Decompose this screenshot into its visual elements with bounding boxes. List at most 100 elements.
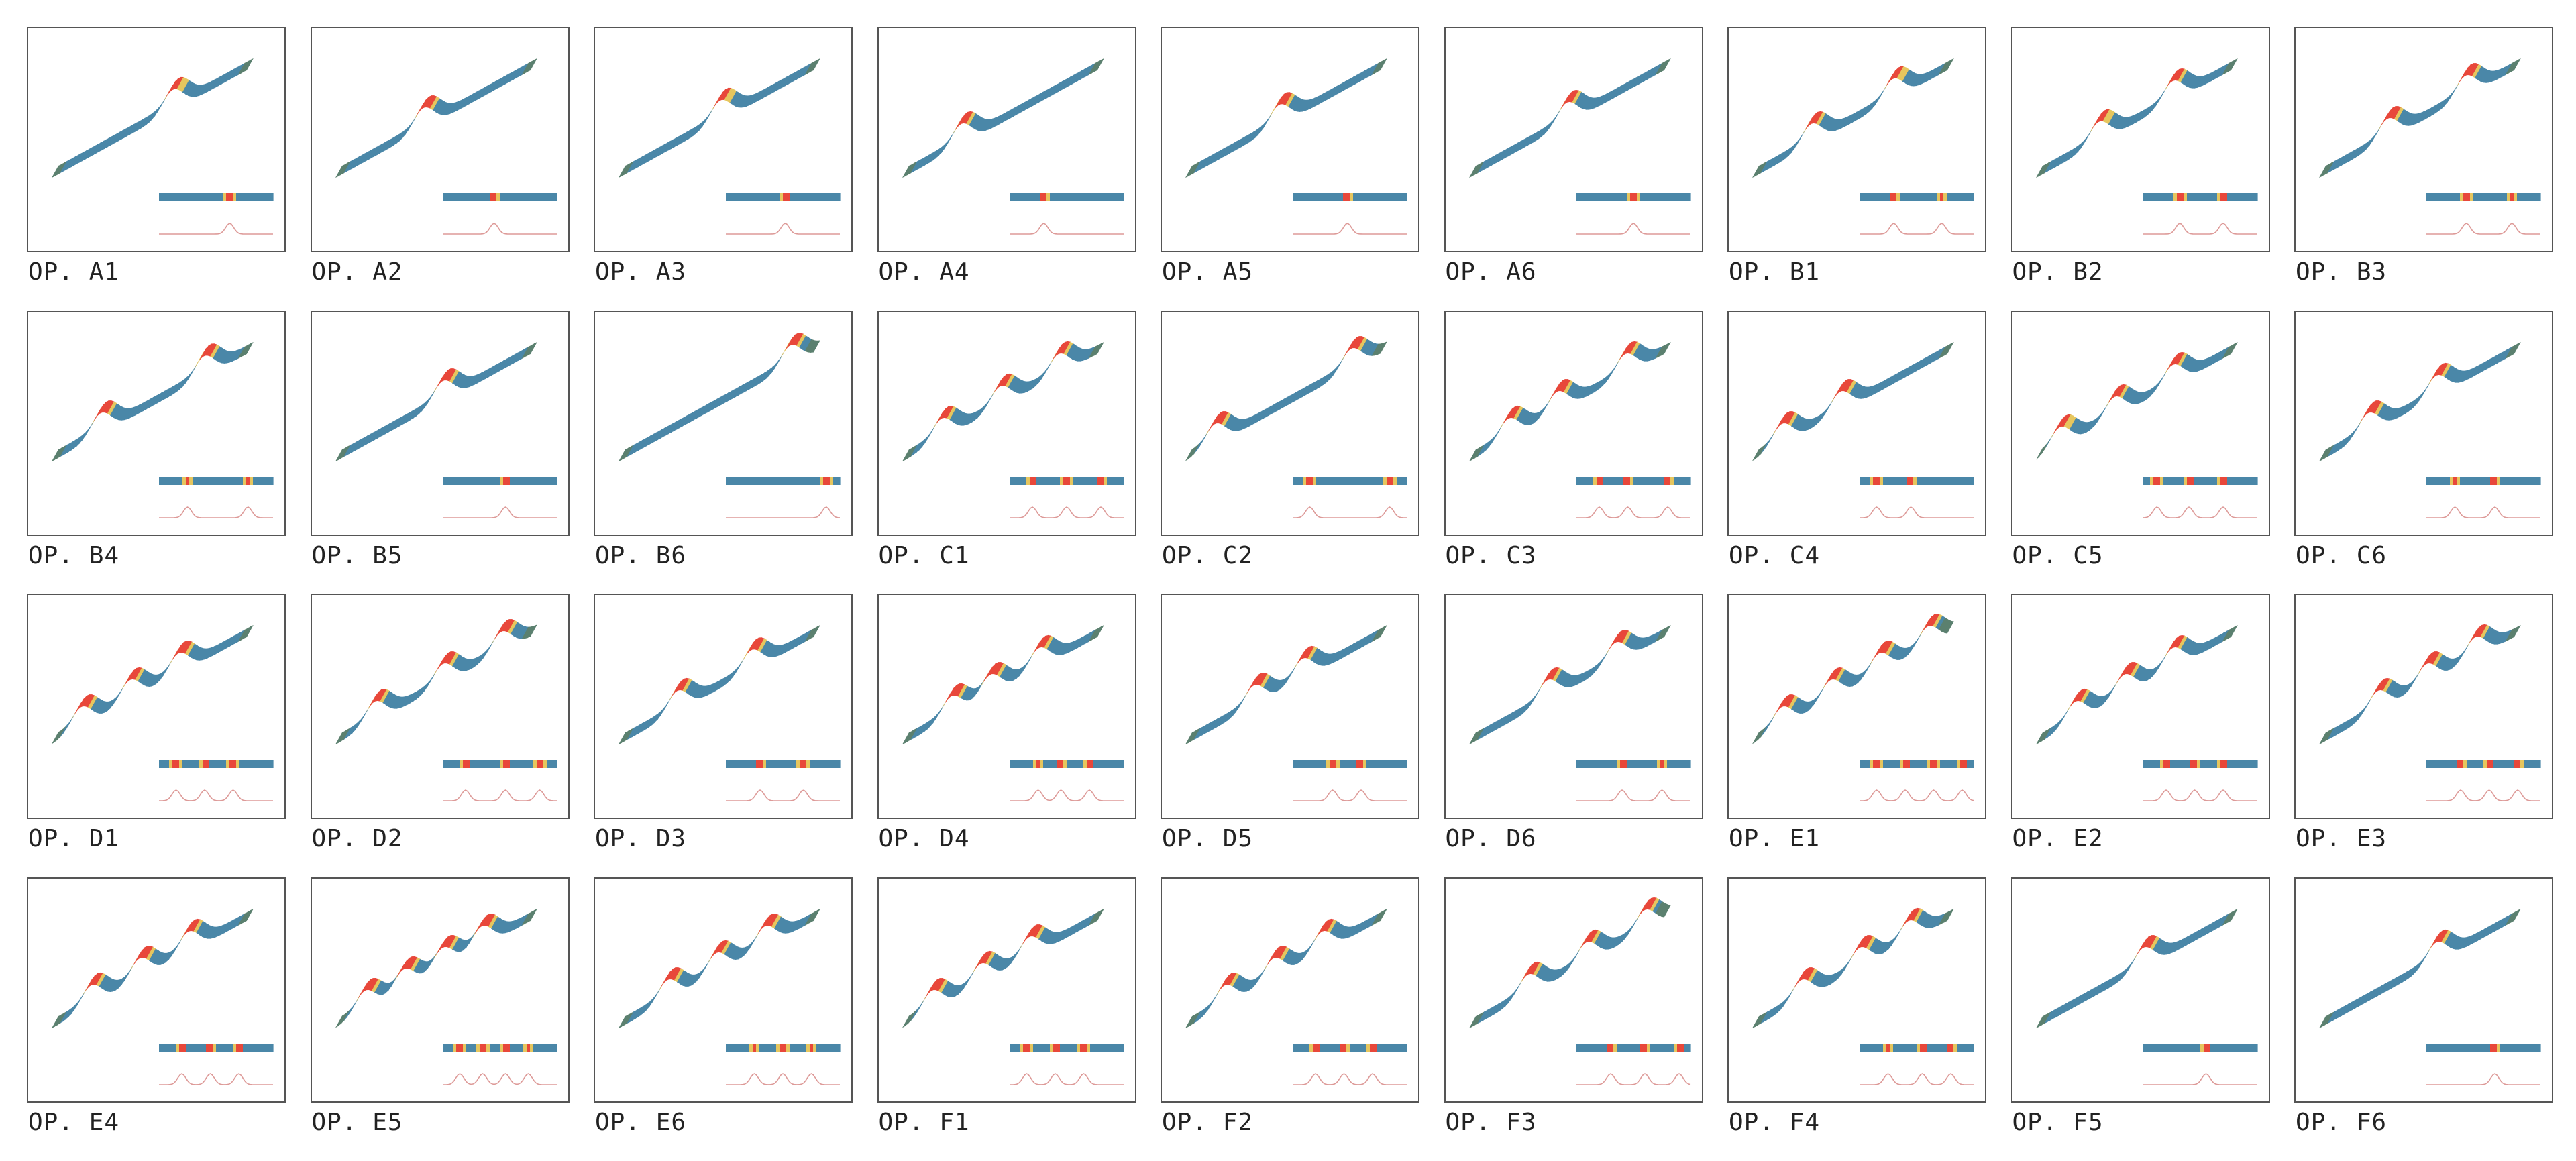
ribbon-segment <box>1529 130 1540 144</box>
flat-strip-segment <box>1950 1043 1954 1052</box>
ribbon-segment <box>191 918 201 932</box>
flat-strip-segment <box>526 760 531 768</box>
ribbon-segment <box>952 409 963 424</box>
ribbon-segment <box>376 141 387 155</box>
ribbon-segment <box>1488 153 1499 167</box>
ribbon-segment <box>182 641 193 654</box>
ribbon-segment <box>2199 73 2210 87</box>
ribbon-segment <box>671 135 682 149</box>
ribbon-segment <box>1894 66 1904 78</box>
flat-strip-segment <box>2426 760 2430 768</box>
ribbon-segment <box>132 119 143 133</box>
ribbon-segment <box>1941 60 1951 74</box>
flat-strip-segment <box>1106 1043 1111 1052</box>
flat-strip-segment <box>1880 1043 1884 1052</box>
flat-strip-segment <box>509 760 514 768</box>
flat-strip-segment <box>1340 1043 1344 1052</box>
ribbon-segment <box>1491 152 1501 166</box>
ribbon-segment <box>1085 62 1095 77</box>
ribbon-segment <box>2327 1009 2338 1024</box>
flat-strip-segment <box>2493 476 2498 485</box>
ribbon-segment <box>240 909 251 924</box>
flat-strip-segment <box>1120 193 1124 201</box>
flat-strip-segment <box>2186 476 2191 485</box>
flat-strip-segment <box>1356 1043 1360 1052</box>
ribbon-segment <box>496 358 506 372</box>
ribbon-segment <box>1655 628 1666 642</box>
flat-strip-segment <box>2213 1043 2218 1052</box>
flat-strip-segment <box>1656 193 1661 201</box>
flat-strip-segment <box>2467 760 2471 768</box>
flat-strip-segment <box>826 760 830 768</box>
ribbon-segment <box>1266 677 1277 692</box>
ribbon-segment <box>1660 624 1671 639</box>
ribbon-segment <box>2377 677 2387 691</box>
ribbon-segment <box>2349 147 2360 161</box>
flat-strip-segment <box>539 760 544 768</box>
ribbon-segment <box>1004 107 1015 121</box>
flat-strip-segment <box>496 760 500 768</box>
ribbon-segment <box>702 401 712 415</box>
ribbon-segment <box>104 978 115 991</box>
flat-strip-segment <box>1110 193 1114 201</box>
ribbon-segment <box>1752 164 1762 178</box>
ribbon-segment <box>68 155 78 169</box>
flat-strip-segment <box>219 476 223 485</box>
ribbon-segment <box>2358 142 2368 156</box>
flat-strip-segment <box>1059 760 1064 768</box>
flat-strip-segment <box>2527 476 2531 485</box>
ribbon-segment <box>1360 67 1371 81</box>
flat-strip-segment <box>1676 1043 1681 1052</box>
flat-strip-segment <box>2480 193 2484 201</box>
ribbon-segment <box>696 404 706 419</box>
flat-strip-segment <box>736 760 740 768</box>
ribbon-segment <box>243 58 254 72</box>
ribbon-segment <box>1371 911 1382 926</box>
ribbon-segment <box>2436 99 2446 113</box>
flat-strip-segment <box>2237 476 2241 485</box>
profile-curve <box>159 506 273 518</box>
ribbon-segment <box>2436 654 2446 669</box>
ribbon-segment <box>93 699 104 713</box>
flat-strip-segment <box>2146 193 2151 201</box>
flat-strip-segment <box>1036 476 1040 485</box>
ribbon-segment <box>1196 724 1207 738</box>
flat-strip-segment <box>803 760 807 768</box>
ribbon-segment <box>680 677 690 691</box>
ribbon-segment <box>1283 92 1293 105</box>
ribbon-segment <box>390 696 401 709</box>
op-panel: OP. F4 <box>1727 877 1986 1149</box>
ribbon-segment <box>2408 113 2418 126</box>
flat-strip-segment <box>2163 760 2167 768</box>
flat-strip-segment <box>1953 1043 1957 1052</box>
flat-strip-segment <box>1079 760 1084 768</box>
ribbon-segment <box>221 920 231 934</box>
ribbon-segment <box>2347 715 2357 729</box>
ribbon-segment <box>790 635 801 650</box>
ribbon-segment <box>1649 631 1660 645</box>
ribbon-segment <box>1877 942 1888 954</box>
ribbon-segment <box>2402 968 2413 982</box>
flat-strip-segment <box>2480 476 2484 485</box>
ribbon-segment <box>2400 402 2410 417</box>
ribbon-segment <box>1288 952 1299 965</box>
ribbon-segment <box>2174 634 2185 648</box>
flat-strip-segment <box>1917 476 1921 485</box>
flat-strip-segment <box>1049 193 1054 201</box>
flat-strip-segment <box>1089 476 1094 485</box>
ribbon-segment <box>682 973 693 987</box>
ribbon-segment <box>1277 945 1287 959</box>
flat-strip-segment <box>1676 193 1681 201</box>
flat-strip-segment <box>1907 193 1911 201</box>
ribbon-segment <box>362 432 373 446</box>
ribbon-segment <box>1505 710 1515 725</box>
flat-strip-segment <box>793 1043 797 1052</box>
ribbon-segment <box>657 142 667 156</box>
flat-strip-segment <box>1343 476 1347 485</box>
flat-strip-segment <box>1629 1043 1634 1052</box>
ribbon-segment <box>1891 645 1902 659</box>
flat-strip-segment <box>759 193 763 201</box>
flat-strip-segment <box>1069 193 1074 201</box>
flat-strip-segment <box>1599 1043 1604 1052</box>
ribbon-segment <box>688 125 698 140</box>
